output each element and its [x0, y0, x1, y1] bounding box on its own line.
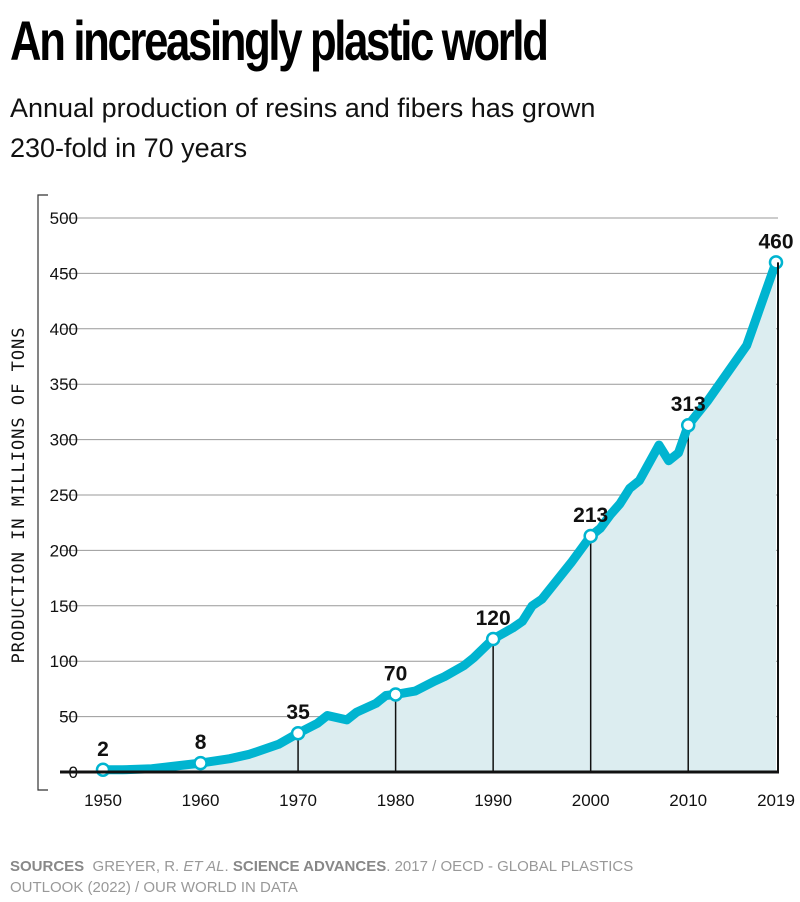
- x-tick-label: 1950: [84, 791, 122, 810]
- y-tick-label: 100: [50, 652, 78, 671]
- y-tick-label: 350: [50, 375, 78, 394]
- data-label: 8: [195, 731, 207, 754]
- data-point-marker: [95, 762, 111, 778]
- y-tick-label: 450: [50, 264, 78, 283]
- sources-footer: SOURCES GREYER, R. ET AL. SCIENCE ADVANC…: [10, 856, 690, 898]
- y-tick-label: 50: [59, 708, 78, 727]
- data-label: 313: [671, 393, 706, 416]
- y-tick-label: 300: [50, 431, 78, 450]
- source-journal: SCIENCE ADVANCES: [232, 858, 387, 875]
- x-tick-label: 2019: [757, 791, 795, 810]
- x-tick-label: 2000: [572, 791, 610, 810]
- data-point-marker: [388, 687, 403, 702]
- source-sep: .: [224, 858, 229, 875]
- x-tick-label: 2010: [669, 791, 707, 810]
- data-label: 35: [286, 701, 310, 724]
- data-point-marker: [485, 631, 501, 647]
- x-tick-label: 1960: [182, 791, 220, 810]
- y-axis-bracket: [37, 194, 48, 791]
- data-point-marker: [768, 255, 784, 270]
- y-tick-label: 250: [50, 486, 78, 505]
- x-tick-label: 1980: [377, 791, 415, 810]
- data-label: 70: [384, 662, 407, 685]
- data-point-marker: [680, 417, 696, 433]
- source-author: GREYER, R.: [92, 858, 180, 875]
- data-point-marker: [583, 528, 598, 544]
- sources-label: SOURCES: [10, 858, 85, 875]
- y-tick-label: 200: [50, 541, 78, 560]
- data-label: 120: [476, 607, 511, 630]
- source-etal: ET AL: [183, 858, 225, 875]
- y-tick-label: 150: [50, 597, 78, 616]
- y-tick-label: 500: [50, 209, 78, 228]
- data-point-marker: [290, 725, 306, 741]
- page-subtitle: Annual production of resins and fibers h…: [10, 93, 596, 163]
- x-tick-label: 1990: [474, 791, 512, 810]
- source-rest: . 2017 / OECD - GLOBAL PLASTICS OUTLOOK …: [10, 858, 634, 896]
- data-label: 2: [97, 738, 109, 761]
- data-point-marker: [193, 755, 208, 771]
- y-axis-label: PRODUCTION IN MILLIONS OF TONS: [9, 326, 29, 663]
- data-label: 213: [573, 504, 608, 527]
- y-tick-label: 400: [50, 320, 78, 339]
- production-line: [98, 257, 781, 775]
- area-fill: [103, 262, 776, 772]
- page-title: An increasingly plastic world: [10, 9, 549, 72]
- x-tick-label: 1970: [279, 791, 317, 810]
- data-label: 460: [758, 230, 793, 253]
